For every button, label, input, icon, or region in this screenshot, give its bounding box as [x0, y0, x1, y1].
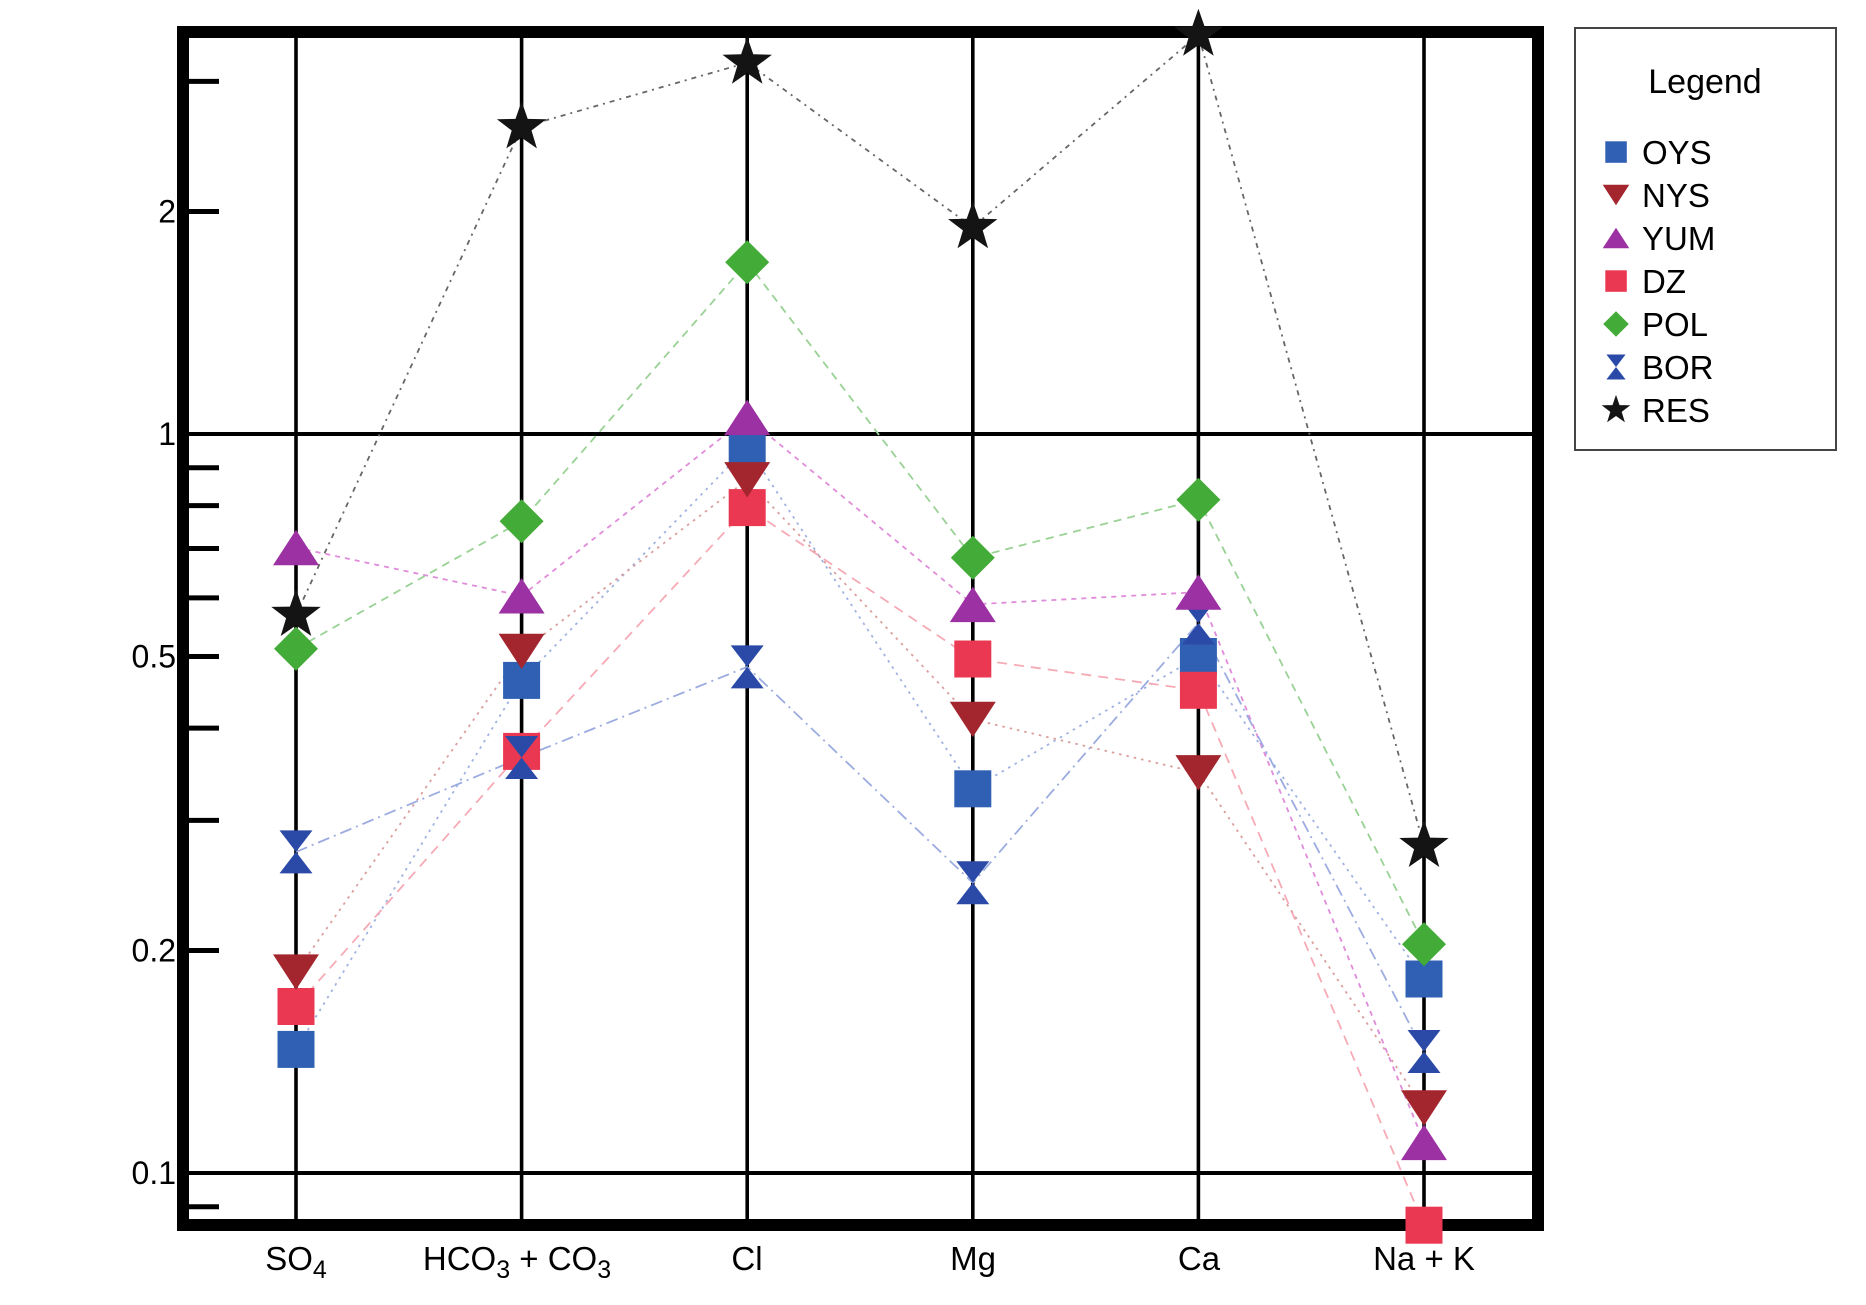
svg-text:Ca: Ca [1178, 1240, 1221, 1277]
svg-text:Mg: Mg [950, 1240, 996, 1277]
svg-text:RES: RES [1642, 392, 1710, 429]
svg-text:SO4: SO4 [265, 1240, 327, 1284]
svg-text:0.1: 0.1 [132, 1155, 176, 1191]
svg-text:YUM: YUM [1642, 220, 1715, 257]
svg-text:POL: POL [1642, 306, 1708, 343]
svg-text:BOR: BOR [1642, 349, 1714, 386]
svg-text:1: 1 [158, 416, 176, 452]
svg-text:HCO3 + CO3: HCO3 + CO3 [423, 1240, 611, 1284]
svg-text:0.5: 0.5 [132, 639, 176, 675]
svg-text:0.2: 0.2 [132, 933, 176, 969]
svg-text:DZ: DZ [1642, 263, 1686, 300]
svg-text:Cl: Cl [731, 1240, 762, 1277]
svg-text:Legend: Legend [1648, 63, 1761, 101]
svg-text:OYS: OYS [1642, 134, 1712, 171]
svg-text:2: 2 [158, 194, 176, 230]
svg-text:Na + K: Na + K [1373, 1240, 1475, 1277]
svg-text:NYS: NYS [1642, 177, 1710, 214]
